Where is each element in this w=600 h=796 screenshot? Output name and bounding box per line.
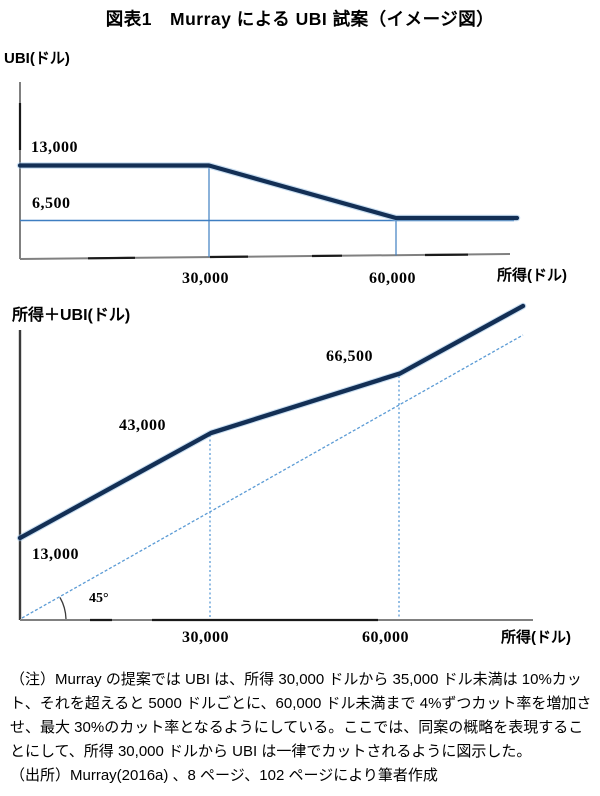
chart2-x-axis-label: 所得(ドル) [501,629,571,646]
chart1-tick-30000: 30,000 [182,270,229,287]
45-degree-arc [59,597,67,620]
chart2-66500-label: 66,500 [326,348,373,365]
chart1-6500-label: 6,500 [32,195,71,212]
income-plus-ubi-line [17,303,526,541]
figure-title: 図表1 Murray による UBI 試案（イメージ図） [105,9,495,29]
note-text: （注）Murray の提案では UBI は、所得 30,000 ドルから 35,… [10,671,592,760]
chart2-tick-30000: 30,000 [182,629,229,646]
ubi-line [17,163,520,221]
chart2-43000-label: 43,000 [119,417,166,434]
chart1-x-axis-label: 所得(ドル) [497,267,567,284]
source-text: （出所）Murray(2016a) 、8 ページ、102 ページにより筆者作成 [10,767,438,784]
income-plus-ubi-line-halo [16,302,527,542]
chart2-tick-60000: 60,000 [362,629,409,646]
chart2-45-degree-label: 45° [89,591,109,606]
footnotes: （注）Murray の提案では UBI は、所得 30,000 ドルから 35,… [10,668,594,788]
chart1-x-axis-dark-segment [87,256,136,260]
chart1-tick-60000: 60,000 [369,270,416,287]
chart1-y-axis-label: UBI(ドル) [4,50,70,67]
chart2-13000-label: 13,000 [32,546,79,563]
45-degree-line [21,334,524,619]
chart2-y-axis-label: 所得＋UBI(ドル) [12,307,131,324]
ubi-line-halo [16,162,521,222]
chart1-13000-label: 13,000 [31,139,78,156]
